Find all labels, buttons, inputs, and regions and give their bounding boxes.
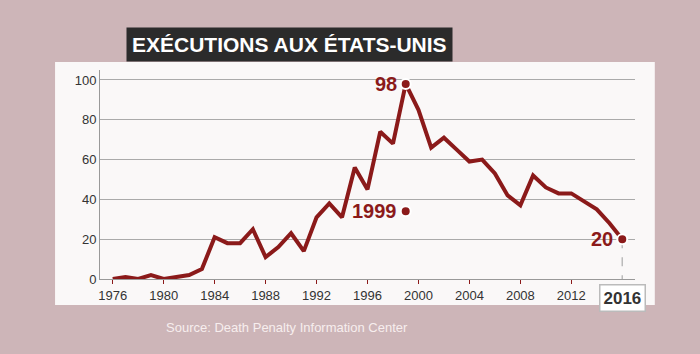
svg-text:1992: 1992 <box>302 288 331 303</box>
svg-text:0: 0 <box>89 272 96 287</box>
svg-text:2016: 2016 <box>604 289 642 308</box>
svg-text:2004: 2004 <box>455 288 484 303</box>
svg-text:40: 40 <box>82 192 96 207</box>
svg-text:1984: 1984 <box>200 288 229 303</box>
svg-text:100: 100 <box>75 73 97 88</box>
svg-text:20: 20 <box>591 228 613 250</box>
svg-text:EXÉCUTIONS AUX ÉTATS-UNIS: EXÉCUTIONS AUX ÉTATS-UNIS <box>132 33 447 56</box>
svg-text:1996: 1996 <box>353 288 382 303</box>
svg-text:Source: Death Penalty Informat: Source: Death Penalty Information Center <box>166 320 408 335</box>
svg-text:2012: 2012 <box>557 288 586 303</box>
svg-text:60: 60 <box>82 152 96 167</box>
svg-text:2008: 2008 <box>506 288 535 303</box>
svg-text:1976: 1976 <box>98 288 127 303</box>
svg-text:98: 98 <box>375 73 397 95</box>
svg-text:1988: 1988 <box>251 288 280 303</box>
svg-text:80: 80 <box>82 112 96 127</box>
svg-text:1999: 1999 <box>352 200 397 222</box>
svg-text:20: 20 <box>82 232 96 247</box>
svg-text:2000: 2000 <box>404 288 433 303</box>
svg-text:1980: 1980 <box>149 288 178 303</box>
